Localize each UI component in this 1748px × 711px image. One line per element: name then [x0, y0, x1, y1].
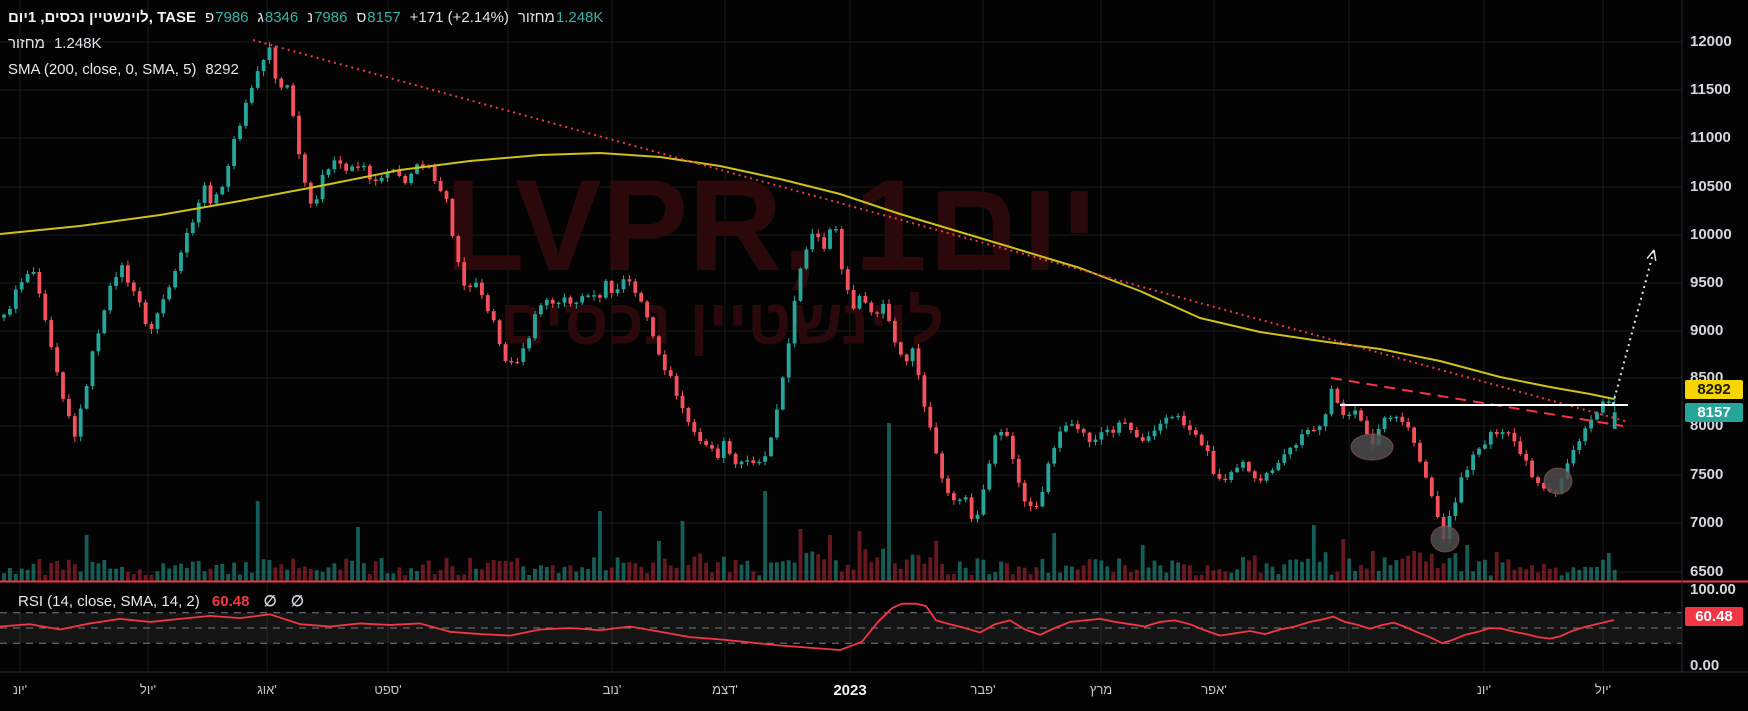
watermark-name: לוינשטיין נכסים [500, 286, 945, 358]
sma-legend-row[interactable]: SMA (200, close, 0, SMA, 5) 8292 [8, 57, 603, 81]
price-axis-label: 7000 [1690, 514, 1724, 531]
time-axis-label: פבר' [970, 682, 996, 697]
price-axis-label: 9000 [1690, 322, 1724, 339]
rsi-value: 60.48 [211, 593, 250, 610]
symbol-legend-row[interactable]: לוינשטיין נכסים, 1יום, TASE פ 7986 ג 8346 … [8, 5, 603, 29]
volume-label: מחזור [8, 34, 45, 52]
volume-value: 1.248K [53, 34, 102, 52]
price-axis-label: 100.00 [1690, 581, 1736, 598]
time-axis-label: יול' [1594, 682, 1612, 697]
price-axis-label: 7500 [1690, 466, 1724, 483]
time-axis-label: אוג' [257, 682, 277, 697]
time-axis-label: 2023 [833, 682, 867, 699]
high-value: 8346 [264, 8, 299, 26]
open-key: פ [204, 8, 215, 26]
last-price-badge: 8157 [1685, 403, 1743, 422]
sma-badge: 8292 [1685, 380, 1743, 399]
rsi-badge: 60.48 [1685, 607, 1743, 626]
volume-label-inline: מחזור [517, 8, 555, 26]
price-axis-label: 10500 [1690, 178, 1732, 195]
main-legend: לוינשטיין נכסים, 1יום, TASE פ 7986 ג 8346 … [8, 5, 603, 83]
price-axis-label: 9500 [1690, 274, 1724, 291]
time-axis-label: יול' [139, 682, 157, 697]
close-value: 8157 [367, 8, 401, 26]
time-axis-label: דצמ' [712, 682, 738, 697]
rsi-label: RSI (14, close, SMA, 14, 2) [18, 593, 200, 610]
symbol-title: לוינשטיין נכסים, 1יום, TASE [8, 8, 196, 26]
volume-value-inline: 1.248K [555, 8, 604, 26]
time-axis-label: אפר' [1201, 682, 1227, 697]
time-axis-label: יונ' [1476, 682, 1492, 697]
high-key: ג [257, 8, 264, 26]
close-key: ס [356, 8, 367, 26]
low-value: 7986 [314, 8, 348, 26]
price-axis-label: 11000 [1690, 129, 1731, 146]
time-axis-label: יונ' [12, 682, 28, 697]
change-value: +171 (+2.14%) [409, 8, 509, 26]
sma-value: 8292 [205, 60, 239, 78]
rsi-empty-set-icon: ∅ [290, 593, 304, 610]
price-axis-label: 12000 [1690, 33, 1732, 50]
price-axis-label: 11500 [1690, 81, 1731, 98]
time-axis-label: ספט' [374, 682, 402, 697]
time-axis-label: מרץ [1089, 682, 1113, 697]
rsi-legend-row[interactable]: RSI (14, close, SMA, 14, 2) 60.48 ∅ ∅ [18, 592, 304, 610]
price-axis-label: 10000 [1690, 226, 1732, 243]
low-key: נ [307, 8, 314, 26]
price-axis-label: 0.00 [1690, 657, 1720, 674]
volume-legend-row[interactable]: מחזור 1.248K [8, 31, 603, 55]
open-value: 7986 [215, 8, 249, 26]
watermark-symbol: LVPR, 1יום [445, 152, 1099, 298]
price-axis-label: 6500 [1690, 563, 1724, 580]
rsi-empty-set-icon: ∅ [263, 593, 277, 610]
sma-label: SMA (200, close, 0, SMA, 5) [8, 60, 197, 78]
time-axis-label: נוב' [602, 682, 622, 697]
